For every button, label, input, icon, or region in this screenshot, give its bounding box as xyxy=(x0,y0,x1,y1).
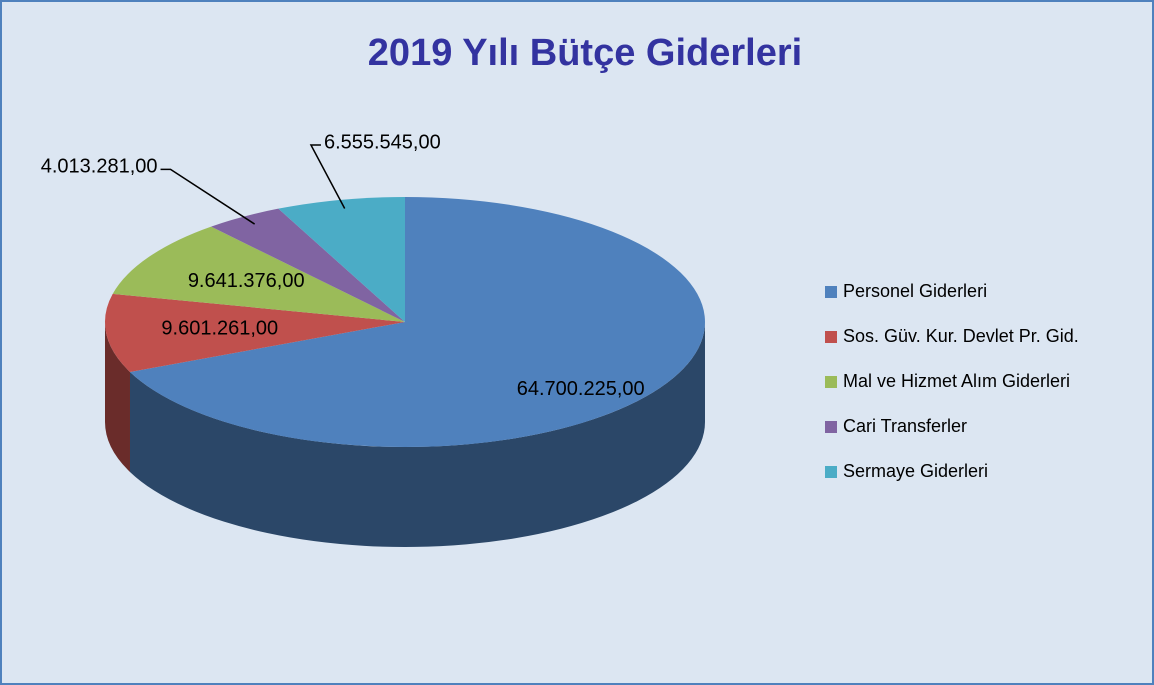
slice xyxy=(112,226,406,322)
slice-side xyxy=(105,322,130,472)
data-label: 64.700.225,00 xyxy=(517,378,645,400)
chart-title: 2019 Yılı Bütçe Giderleri xyxy=(368,32,802,74)
data-label: 6.555.545,00 xyxy=(324,131,441,153)
legend-swatch xyxy=(825,331,837,343)
slice xyxy=(105,293,405,372)
legend-label: Sermaye Giderleri xyxy=(843,461,988,481)
legend-label: Cari Transferler xyxy=(843,416,967,436)
legend-swatch xyxy=(825,286,837,298)
legend-label: Personel Giderleri xyxy=(843,281,987,301)
leader-line xyxy=(309,144,346,209)
slice xyxy=(129,197,705,447)
data-label: 4.013.281,00 xyxy=(41,156,158,178)
legend-label: Mal ve Hizmet Alım Giderleri xyxy=(843,371,1070,391)
leader-line xyxy=(160,168,256,225)
legend-swatch xyxy=(825,376,837,388)
slice xyxy=(211,208,405,322)
legend-swatch xyxy=(825,466,837,478)
data-label: 9.641.376,00 xyxy=(188,270,305,292)
slice xyxy=(278,197,405,322)
legend-label: Sos. Güv. Kur. Devlet Pr. Gid. xyxy=(843,326,1079,346)
legend-swatch xyxy=(825,421,837,433)
data-label: 9.601.261,00 xyxy=(161,317,278,339)
slice-side xyxy=(129,322,705,547)
